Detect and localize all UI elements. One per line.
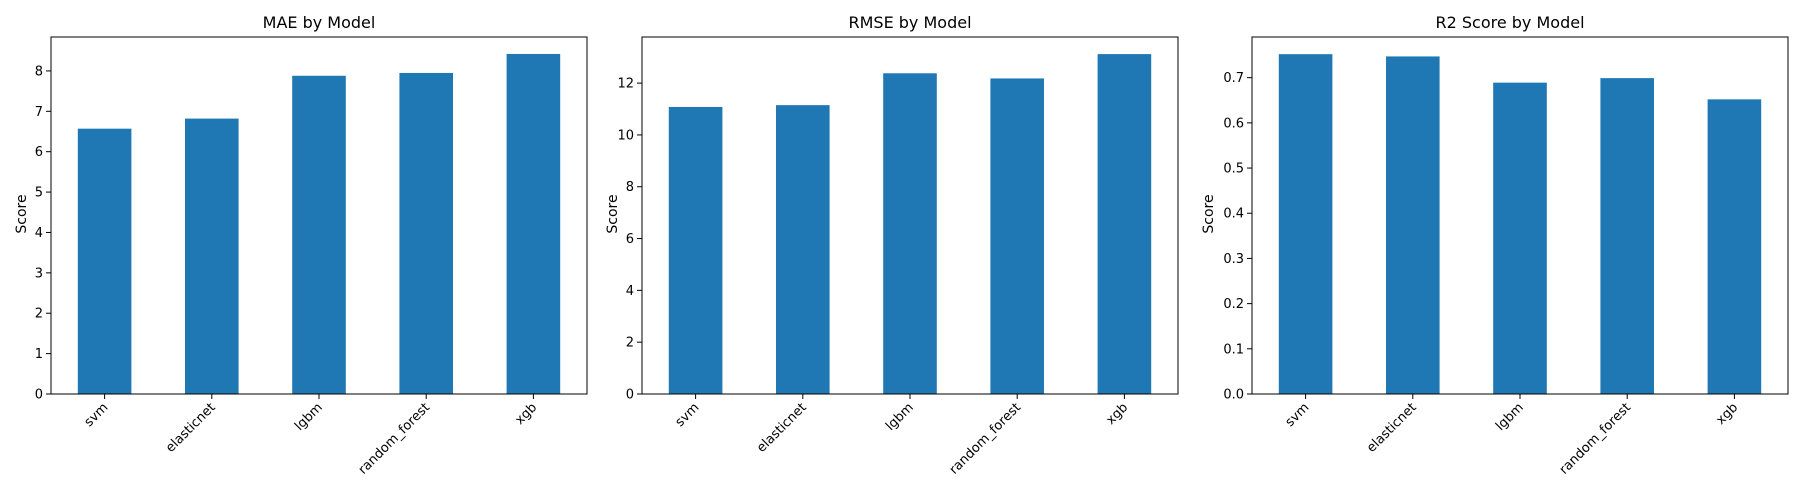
chart-title: R2 Score by Model	[1435, 13, 1584, 32]
y-ticks: 0 1 2 3 4 5 6 7 8	[35, 64, 51, 403]
bar	[185, 118, 239, 395]
y-tick-label: 0.6	[1223, 116, 1244, 131]
y-tick-label: 0.3	[1223, 252, 1244, 267]
y-tick-label: 4	[626, 284, 634, 299]
y-tick-label: 0	[626, 388, 634, 403]
y-tick-label: 6	[626, 232, 634, 247]
y-tick-label: 0.4	[1223, 207, 1244, 222]
axes-frame	[1251, 36, 1789, 395]
bar	[1278, 54, 1333, 395]
bar	[1707, 99, 1762, 394]
bar	[990, 78, 1044, 394]
chart-title: MAE by Model	[263, 13, 376, 32]
bar	[1600, 78, 1654, 394]
y-tick-label: 0.5	[1223, 162, 1244, 177]
y-tick-label: 0.1	[1223, 342, 1244, 357]
y-tick-label: 0.0	[1223, 388, 1244, 403]
y-tick-label: 2	[35, 307, 43, 322]
y-ticks: 0 2 4 6 8 10 12	[617, 77, 642, 403]
y-tick-label: 5	[35, 186, 43, 201]
bars	[668, 54, 1152, 394]
bar	[1386, 56, 1440, 395]
y-tick-label: 12	[617, 77, 634, 92]
bar	[1493, 82, 1547, 394]
y-ticks: 0.0 0.1 0.2 0.3 0.4 0.5 0.6 0.7	[1223, 71, 1252, 403]
y-tick-label: 8	[35, 64, 43, 79]
y-tick-label: 0.7	[1223, 71, 1244, 86]
y-axis-label: Score	[14, 194, 30, 233]
bar	[776, 105, 830, 394]
bars	[1278, 54, 1762, 395]
bar	[1097, 54, 1152, 394]
y-tick-label: 3	[35, 266, 43, 281]
y-tick-label: 4	[35, 226, 43, 241]
y-tick-label: 2	[626, 336, 634, 351]
axes-frame	[50, 36, 588, 395]
bar	[506, 53, 561, 394]
axes-frame	[641, 36, 1179, 395]
bars	[77, 53, 561, 395]
y-tick-label: 7	[35, 105, 43, 120]
bar	[292, 75, 346, 395]
y-tick-label: 1	[35, 347, 43, 362]
y-tick-label: 10	[617, 128, 634, 143]
bar	[77, 128, 132, 394]
y-axis-label: Score	[1201, 194, 1217, 233]
bar	[668, 106, 723, 394]
bar	[399, 72, 453, 394]
y-tick-label: 6	[35, 145, 43, 160]
y-tick-label: 0	[35, 388, 43, 403]
y-axis-label: Score	[605, 194, 621, 233]
y-tick-label: 8	[626, 180, 634, 195]
y-tick-label: 0.2	[1223, 297, 1244, 312]
chart-title: RMSE by Model	[848, 13, 971, 32]
bar	[883, 73, 937, 394]
